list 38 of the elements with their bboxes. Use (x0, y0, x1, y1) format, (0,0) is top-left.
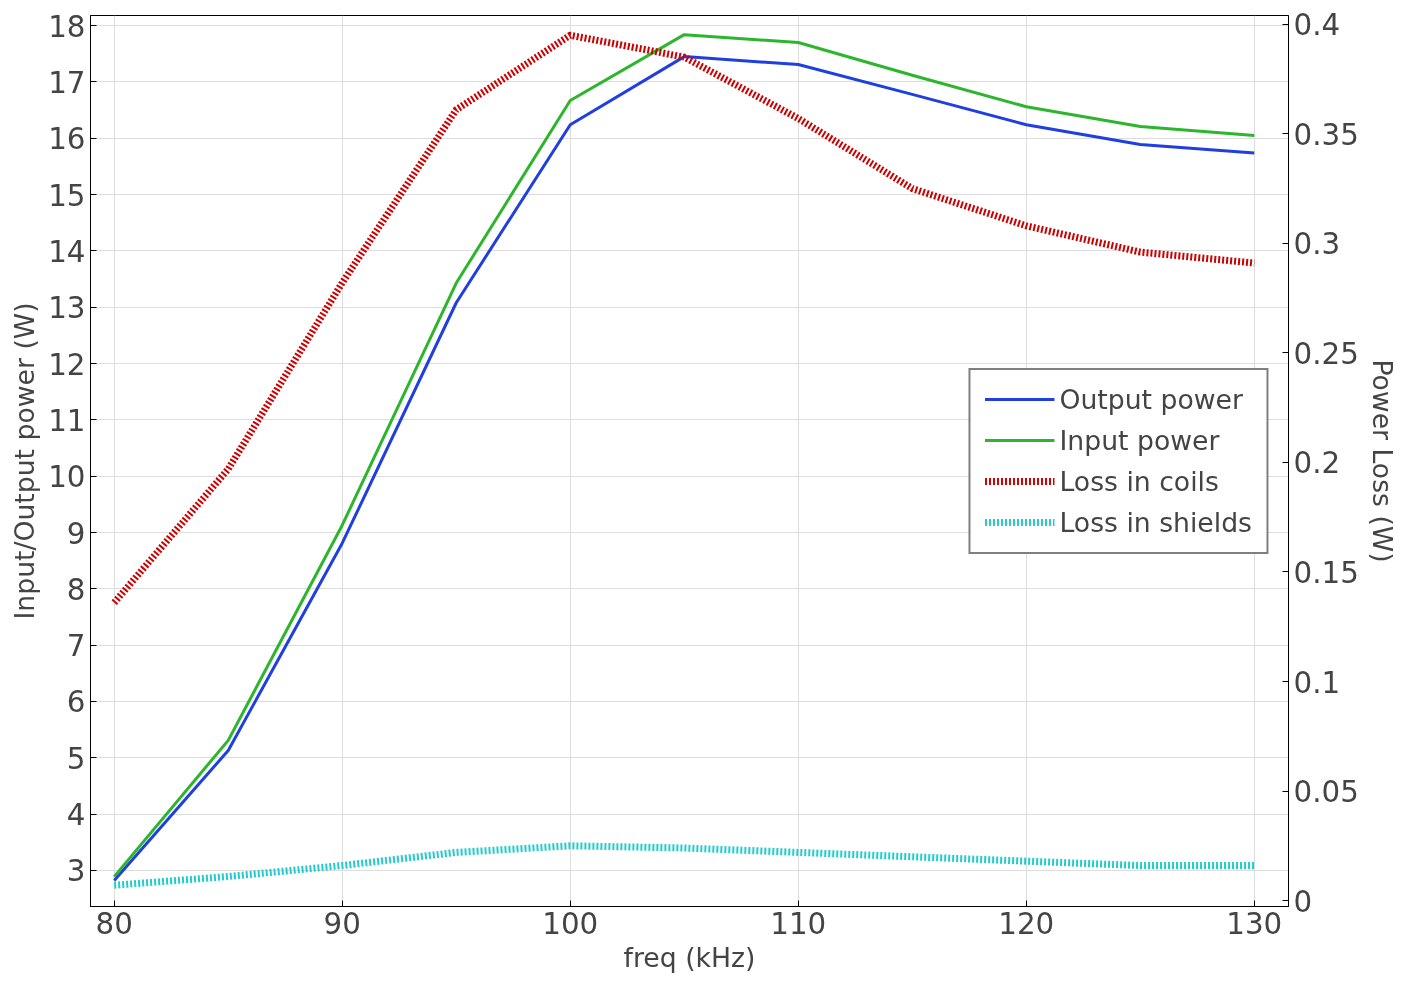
y2-tick-label: 0.1 (1293, 665, 1341, 700)
y2-tick-label: 0.25 (1293, 336, 1359, 371)
y2-tick-label: 0.35 (1293, 117, 1359, 152)
x-tick-label: 120 (998, 906, 1055, 941)
x-tick-label: 90 (323, 906, 361, 941)
x-tick-label: 100 (542, 906, 599, 941)
y-tick-label: 9 (66, 516, 86, 551)
y-tick-label: 5 (66, 741, 86, 776)
y-tick-label: 3 (66, 854, 86, 889)
legend-label: Output power (1059, 383, 1243, 415)
y-tick-label: 8 (66, 572, 86, 607)
y-tick-label: 18 (48, 9, 86, 44)
x-axis-title: freq (kHz) (623, 941, 756, 973)
x-tick-label: 110 (770, 906, 827, 941)
y2-tick-label: 0.3 (1293, 227, 1341, 262)
y2-tick-label: 0.4 (1293, 8, 1341, 43)
legend-label: Input power (1059, 424, 1220, 456)
legend-label: Loss in shields (1059, 506, 1252, 538)
y-tick-label: 16 (48, 122, 86, 157)
y-tick-label: 13 (48, 291, 86, 326)
y-tick-label: 15 (48, 178, 86, 213)
y-tick-label: 14 (48, 234, 86, 269)
y-tick-label: 6 (66, 685, 86, 720)
y-tick-label: 10 (48, 460, 86, 495)
y-tick-label: 4 (66, 798, 86, 833)
y2-tick-label: 0.05 (1293, 775, 1359, 810)
y2-tick-label: 0 (1293, 884, 1313, 919)
y-axis-title: Input/Output power (W) (9, 302, 41, 620)
x-tick-label: 80 (95, 906, 133, 941)
y2-axis-title: Power Loss (W) (1366, 359, 1398, 563)
legend-label: Loss in coils (1059, 465, 1219, 497)
y-tick-label: 7 (66, 629, 86, 664)
y-tick-label: 12 (48, 347, 86, 382)
y2-tick-label: 0.15 (1293, 555, 1359, 590)
y-tick-label: 11 (48, 403, 86, 438)
y-tick-label: 17 (48, 65, 86, 100)
y2-tick-label: 0.2 (1293, 446, 1341, 481)
x-tick-label: 130 (1226, 906, 1283, 941)
